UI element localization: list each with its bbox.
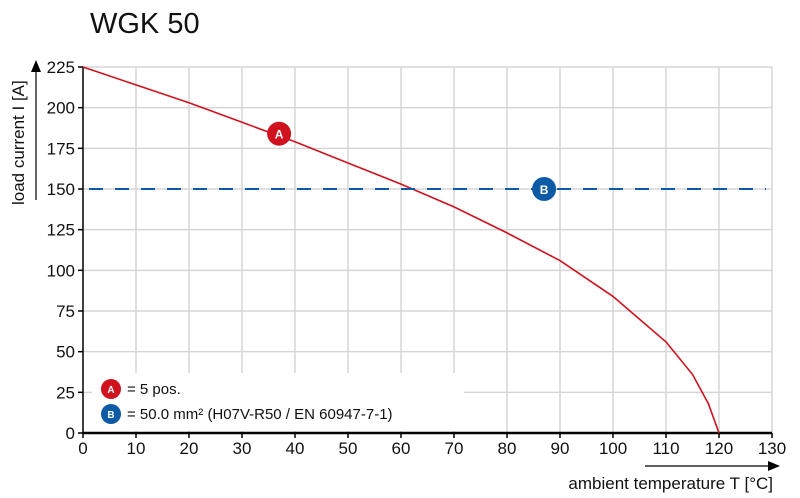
x-tick-label: 130 [758,439,786,458]
marker-A-label: A [275,128,284,142]
y-tick-label: 175 [47,139,75,158]
y-axis-arrow-icon [31,60,41,72]
x-tick-label: 30 [233,439,252,458]
y-tick-label: 225 [47,58,75,77]
marker-A-badge [267,121,292,146]
x-tick-label: 120 [705,439,733,458]
marker-B-badge [532,177,557,201]
legend-background [92,373,464,431]
y-tick-label: 50 [56,343,75,362]
x-tick-label: 90 [551,439,570,458]
x-tick-label: 110 [652,439,679,458]
legend-marker-A [101,379,121,399]
y-tick-label: 125 [47,221,75,240]
x-tick-label: 100 [599,439,627,458]
legend-entry-text: = 5 pos. [127,381,181,398]
y-tick-label: 0 [66,424,75,443]
x-tick-label: 80 [498,439,517,458]
x-axis-label: ambient temperature T [°C] [568,474,773,493]
y-tick-label: 100 [47,261,75,280]
legend-marker-label: A [107,385,114,396]
chart-title: WGK 50 [90,8,200,40]
x-axis-arrow-icon [768,461,780,471]
x-tick-label: 50 [339,439,358,458]
legend-marker-B [101,404,121,424]
marker-B-label: B [540,183,549,197]
x-tick-label: 40 [286,439,305,458]
series-A-line [82,66,720,434]
legend-marker-label: B [107,410,114,421]
y-tick-label: 25 [56,383,75,402]
y-axis-label: load current I [A] [9,80,28,205]
x-tick-label: 70 [445,439,464,458]
y-tick-label: 200 [47,99,75,118]
x-tick-label: 0 [78,439,87,458]
y-tick-label: 150 [47,180,75,199]
legend-entry-text: = 50.0 mm² (H07V-R50 / EN 60947-7-1) [127,406,393,423]
x-tick-label: 20 [180,439,199,458]
y-tick-label: 75 [56,302,75,321]
x-tick-label: 60 [392,439,411,458]
x-tick-label: 10 [127,439,146,458]
